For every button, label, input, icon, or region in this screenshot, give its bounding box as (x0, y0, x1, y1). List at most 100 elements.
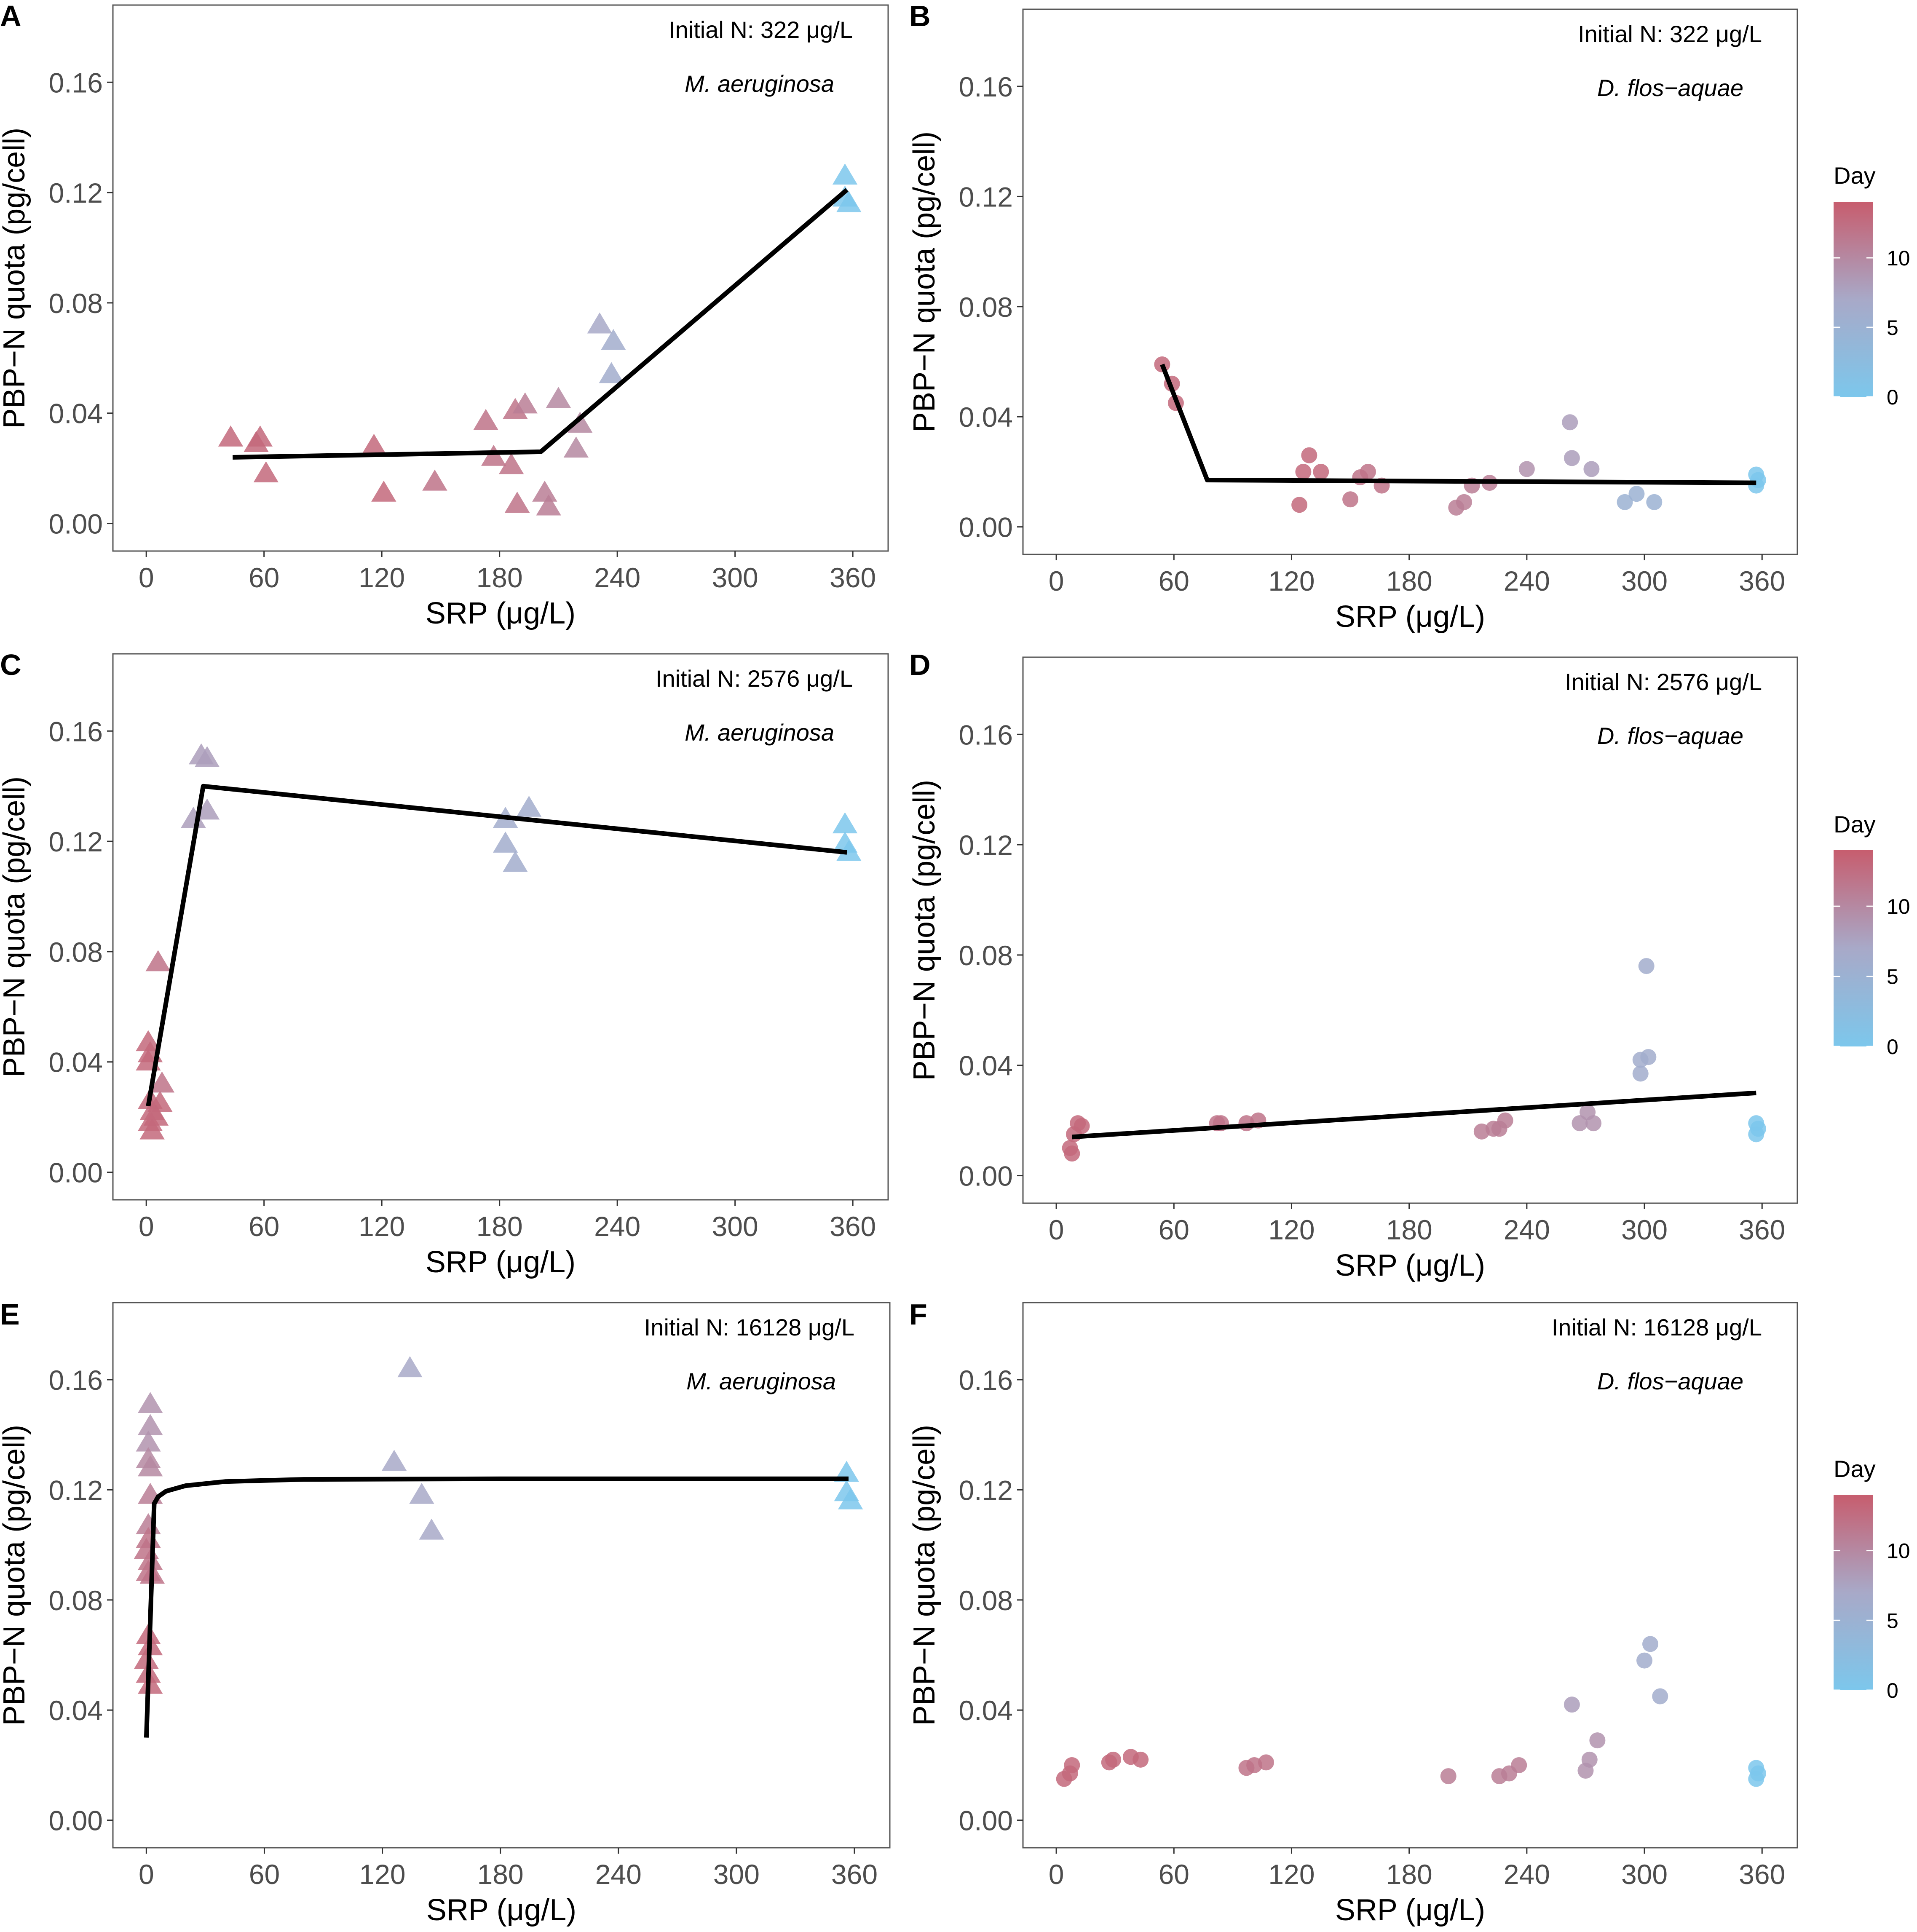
data-point (1518, 461, 1535, 477)
data-point (137, 1414, 163, 1435)
data-point (1642, 1636, 1659, 1652)
panel-B: B 0.00 0.04 0.08 0.12 0.16 0 60 120 180 240 300 360 S… (908, 0, 1798, 634)
y-tick-label: 0.12 (959, 181, 1013, 212)
fit-line (1160, 364, 1756, 485)
initial-n-annotation: Initial N: 2576 μg/L (1565, 669, 1762, 695)
x-axis-title: SRP (μg/L) (1335, 1249, 1485, 1282)
panel-label: E (0, 1298, 20, 1331)
x-tick-label: 120 (359, 1859, 406, 1890)
x-axis-title: SRP (μg/L) (426, 1893, 576, 1927)
x-tick-label: 300 (712, 562, 758, 593)
y-tick-label: 0.12 (49, 1474, 103, 1506)
panel-label: B (909, 0, 931, 32)
x-tick-label: 360 (831, 1859, 878, 1890)
panel-C: C 0.00 0.04 0.08 0.12 0.16 0 60 120 180 240 300 360 S… (0, 648, 889, 1279)
y-tick-label: 0.12 (49, 826, 103, 857)
legend-colorbar (1834, 850, 1873, 1046)
x-tick-label: 120 (359, 562, 405, 593)
data-point (137, 1392, 163, 1413)
y-tick-label: 0.00 (959, 512, 1013, 543)
x-tick-label: 60 (249, 1211, 279, 1242)
data-point (493, 831, 518, 853)
panel-label: C (0, 648, 21, 681)
x-tick-label: 360 (830, 1211, 876, 1242)
data-point (218, 425, 244, 447)
data-point (147, 1091, 173, 1112)
panel-label: D (909, 648, 931, 681)
initial-n-annotation: Initial N: 16128 μg/L (644, 1314, 854, 1341)
data-point (253, 461, 279, 482)
data-point (1564, 450, 1580, 466)
x-tick-label: 240 (1504, 1214, 1550, 1245)
y-axis-title: PBP−N quota (pg/cell) (0, 128, 31, 428)
x-tick-label: 240 (1504, 565, 1550, 597)
data-points (1062, 958, 1766, 1162)
initial-n-annotation: Initial N: 2576 μg/L (656, 665, 853, 692)
data-point (1133, 1751, 1149, 1768)
data-point (587, 312, 612, 334)
data-point (498, 453, 524, 474)
data-point (1291, 497, 1308, 513)
data-point (536, 494, 561, 516)
fit-line (233, 188, 849, 460)
x-tick-label: 180 (1386, 1214, 1432, 1245)
legend-tick-label: 0 (1887, 385, 1898, 409)
panel-E: E 0.00 0.04 0.08 0.12 0.16 0 60 120 180 240 300 360 S… (0, 1298, 891, 1927)
data-point (137, 1455, 163, 1477)
x-tick-label: 360 (1739, 1214, 1785, 1245)
data-point (1440, 1768, 1456, 1785)
data-point (136, 1430, 161, 1452)
x-tick-label: 120 (1268, 1859, 1315, 1890)
fit-line (144, 1476, 849, 1738)
x-tick-label: 300 (712, 1211, 758, 1242)
data-point (143, 1104, 169, 1126)
panel-A: A 0.00 0.04 0.08 0.12 0.16 0 60 120 180 240 300 360 S… (0, 0, 889, 630)
data-point (1301, 447, 1317, 463)
initial-n-annotation: Initial N: 16128 μg/L (1552, 1314, 1762, 1341)
x-tick-label: 0 (1049, 565, 1064, 597)
plot-frame (1022, 1302, 1798, 1849)
legend-tick-label: 5 (1887, 316, 1898, 340)
legend-title: Day (1834, 1456, 1876, 1482)
data-point (1748, 477, 1764, 494)
x-tick-label: 60 (249, 1859, 280, 1890)
data-point (563, 436, 589, 458)
data-point (1360, 463, 1376, 480)
legend-tick-label: 0 (1887, 1035, 1898, 1059)
legend-title: Day (1834, 811, 1876, 838)
data-point (149, 1071, 175, 1093)
x-tick-label: 120 (359, 1211, 405, 1242)
x-tick-label: 360 (1739, 1859, 1785, 1890)
y-tick-label: 0.12 (959, 1474, 1013, 1506)
fit-line (146, 784, 847, 1107)
species-annotation: M. aeruginosa (686, 1368, 836, 1394)
y-tick-label: 0.04 (959, 1050, 1013, 1081)
plot-frame (1022, 656, 1798, 1204)
data-point (1640, 1049, 1657, 1065)
y-tick-label: 0.16 (49, 1365, 103, 1396)
species-annotation: D. flos−aquae (1597, 1368, 1743, 1394)
y-tick-label: 0.00 (49, 508, 103, 540)
panel-F: F 0.00 0.04 0.08 0.12 0.16 0 60 120 180 240 300 360 S… (908, 1298, 1798, 1927)
x-tick-label: 0 (1049, 1859, 1064, 1890)
plot-frame (112, 4, 889, 552)
x-tick-label: 180 (477, 1211, 523, 1242)
data-point (1074, 1118, 1090, 1134)
x-axis-title: SRP (μg/L) (426, 597, 576, 630)
data-point (1064, 1757, 1080, 1773)
x-tick-label: 240 (594, 562, 640, 593)
y-tick-label: 0.08 (959, 940, 1013, 971)
data-point (247, 425, 273, 447)
data-point (516, 795, 542, 817)
day-legend: Day 10 5 0 (1834, 162, 1910, 409)
x-tick-label: 60 (1159, 1214, 1189, 1245)
data-point (1105, 1751, 1122, 1768)
y-tick-label: 0.04 (49, 398, 103, 429)
data-point (1748, 1126, 1764, 1143)
data-points (1154, 356, 1766, 516)
data-point (194, 746, 220, 767)
panel-label: A (0, 0, 21, 32)
data-point (1258, 1754, 1274, 1771)
data-point (381, 1450, 407, 1471)
y-tick-label: 0.16 (959, 1365, 1013, 1396)
